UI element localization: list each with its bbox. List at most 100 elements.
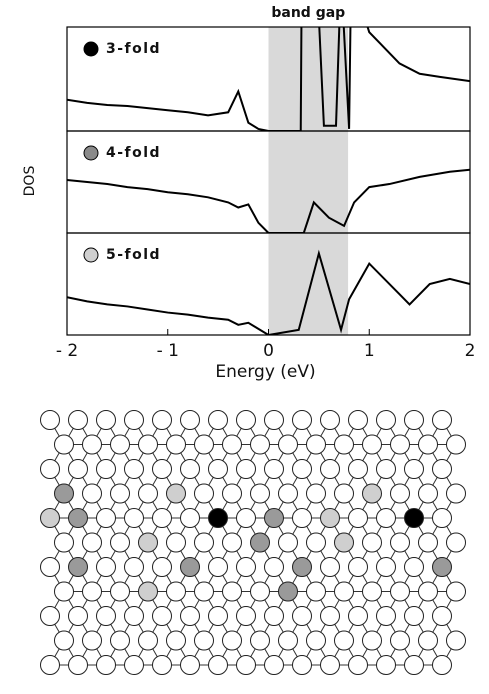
atom: [83, 435, 102, 454]
atom: [237, 607, 256, 626]
atom: [153, 558, 172, 577]
atom: [349, 656, 368, 675]
atom: [181, 460, 200, 479]
atom: [405, 558, 424, 577]
atom: [237, 411, 256, 430]
atom: [55, 533, 74, 552]
atom: [209, 411, 228, 430]
atom: [41, 558, 60, 577]
atom: [223, 631, 242, 650]
x-axis-label: Energy (eV): [215, 362, 315, 382]
atom: [83, 631, 102, 650]
atom: [195, 533, 214, 552]
atom: [111, 582, 130, 601]
atom: [293, 411, 312, 430]
atom: [377, 460, 396, 479]
atom: [419, 435, 438, 454]
atom: [419, 631, 438, 650]
atom: [139, 631, 158, 650]
x-tick-label: - 1: [157, 341, 179, 361]
atom: [125, 411, 144, 430]
atom: [405, 607, 424, 626]
atom: [209, 460, 228, 479]
atom: [265, 509, 284, 528]
atom: [391, 582, 410, 601]
atom: [69, 411, 88, 430]
atom: [181, 509, 200, 528]
atom: [181, 558, 200, 577]
atom: [419, 582, 438, 601]
atom: [307, 631, 326, 650]
legend-marker: [84, 42, 98, 56]
atom: [195, 435, 214, 454]
atom: [293, 607, 312, 626]
atom: [321, 656, 340, 675]
atom: [111, 484, 130, 503]
atom: [251, 533, 270, 552]
atom: [335, 582, 354, 601]
atom: [447, 484, 466, 503]
figure: band gap3-fold4-foldDOS5-fold- 2- 1012En…: [0, 0, 489, 694]
atom: [433, 509, 452, 528]
atom: [209, 607, 228, 626]
atom: [111, 533, 130, 552]
atom: [139, 435, 158, 454]
atom: [377, 656, 396, 675]
atom: [153, 509, 172, 528]
atom: [41, 460, 60, 479]
atom: [307, 435, 326, 454]
atom: [55, 582, 74, 601]
atom: [363, 533, 382, 552]
atom: [125, 607, 144, 626]
atom: [167, 631, 186, 650]
y-axis-label: DOS: [22, 166, 38, 197]
atom: [55, 484, 74, 503]
atom: [83, 582, 102, 601]
atom: [321, 558, 340, 577]
atom: [279, 582, 298, 601]
atom: [125, 509, 144, 528]
atom: [363, 582, 382, 601]
atom: [391, 631, 410, 650]
atom: [447, 533, 466, 552]
atom: [153, 411, 172, 430]
atom: [41, 509, 60, 528]
atom: [167, 484, 186, 503]
atom: [279, 435, 298, 454]
atom: [433, 607, 452, 626]
x-tick-label: 0: [263, 341, 274, 361]
atom: [321, 607, 340, 626]
atom: [377, 509, 396, 528]
atom: [433, 411, 452, 430]
atom: [391, 435, 410, 454]
atom: [335, 533, 354, 552]
atom: [265, 460, 284, 479]
atom: [41, 607, 60, 626]
atom: [55, 435, 74, 454]
x-tick-label: 2: [465, 341, 476, 361]
atom: [405, 656, 424, 675]
atom: [363, 484, 382, 503]
atom: [139, 582, 158, 601]
atom: [293, 558, 312, 577]
atom: [153, 607, 172, 626]
atom: [349, 607, 368, 626]
atom: [391, 533, 410, 552]
atom: [405, 460, 424, 479]
atom: [279, 533, 298, 552]
atom: [405, 411, 424, 430]
atom: [209, 509, 228, 528]
atom: [265, 656, 284, 675]
atom: [265, 558, 284, 577]
atom: [251, 435, 270, 454]
atom: [349, 558, 368, 577]
atom: [223, 533, 242, 552]
atom: [223, 435, 242, 454]
atom: [97, 411, 116, 430]
atom: [223, 484, 242, 503]
legend-label: 5-fold: [106, 247, 161, 263]
atom: [125, 460, 144, 479]
atom: [69, 607, 88, 626]
atom: [335, 631, 354, 650]
atom: [265, 607, 284, 626]
